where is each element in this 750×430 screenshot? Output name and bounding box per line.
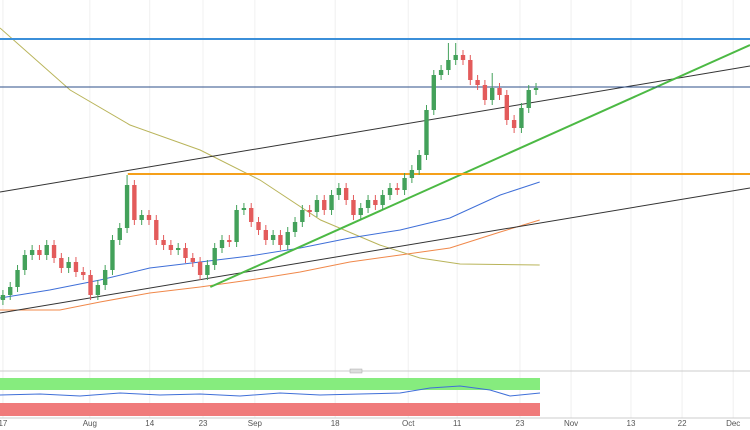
candle-body <box>468 60 473 80</box>
candle-body <box>380 195 385 205</box>
candle-body <box>416 155 422 170</box>
candle-body <box>365 200 371 208</box>
candle-body <box>190 258 195 262</box>
candle-body <box>453 55 458 60</box>
candle-body <box>29 250 35 255</box>
panel-handle[interactable] <box>349 368 363 374</box>
candle-body <box>0 295 6 300</box>
candle-body <box>175 248 181 250</box>
candle-body <box>336 188 342 195</box>
candle-body <box>358 208 363 215</box>
x-tick-label: Dec <box>726 419 740 428</box>
candle-body <box>249 208 254 222</box>
candle-body <box>322 200 327 210</box>
candle-body <box>511 120 517 128</box>
candle-body <box>139 215 144 220</box>
candle-body <box>438 70 444 75</box>
x-tick-label: Aug <box>83 419 97 428</box>
x-tick-label: 18 <box>331 419 340 428</box>
overlay-line <box>0 181 540 299</box>
overlay-line <box>209 44 750 288</box>
candle-body <box>490 88 495 100</box>
candle-body <box>263 230 269 240</box>
candle-body <box>482 85 488 100</box>
candle-body <box>51 245 57 258</box>
x-tick-label: 11 <box>453 419 462 428</box>
candle-body <box>59 258 64 268</box>
x-tick-label: 23 <box>516 419 525 428</box>
candle-body <box>526 90 531 108</box>
candle-body <box>197 262 203 275</box>
overlay-line <box>0 187 750 314</box>
x-tick-label: 22 <box>678 419 687 428</box>
indicator-line <box>0 385 541 397</box>
candle-body <box>234 210 239 242</box>
candle-body <box>395 188 400 190</box>
candle-body <box>533 88 539 90</box>
candle-body <box>146 215 152 220</box>
candle-body <box>402 178 407 190</box>
candle-body <box>431 75 436 110</box>
candle-body <box>168 245 174 250</box>
candle-body <box>219 240 225 248</box>
x-tick-label: Oct <box>402 419 415 428</box>
candle-body <box>81 272 86 275</box>
candle-body <box>278 235 283 245</box>
x-tick-label: 14 <box>145 419 154 428</box>
candle-body <box>270 235 276 240</box>
x-tick-label: 23 <box>199 419 208 428</box>
overlay-line <box>0 219 540 311</box>
candle-body <box>241 208 247 210</box>
candle-body <box>8 287 13 295</box>
grid <box>2 0 734 418</box>
plot-area <box>0 27 750 314</box>
candle-body <box>161 240 166 245</box>
candle-body <box>329 195 334 210</box>
candle-body <box>519 108 524 128</box>
candle-body <box>44 245 49 255</box>
candle-body <box>256 222 261 230</box>
candle-body <box>292 222 298 232</box>
candle-body <box>460 55 466 60</box>
candle-body <box>117 228 122 240</box>
candle-body <box>37 250 42 255</box>
candle-body <box>373 200 378 205</box>
candle-body <box>212 248 217 265</box>
candle-body <box>183 248 188 258</box>
candle-body <box>307 210 312 212</box>
overlay-line <box>0 27 540 266</box>
candle-body <box>343 188 349 200</box>
x-tick-label: Sep <box>248 419 263 428</box>
candle-body <box>300 210 305 222</box>
indicator-upper-zone <box>0 378 540 390</box>
x-tick-label: 17 <box>0 419 8 428</box>
candle-body <box>351 200 356 215</box>
candle-body <box>314 200 320 212</box>
candle-body <box>285 232 290 245</box>
x-tick-label: Nov <box>564 419 578 428</box>
indicator-lower-zone <box>0 403 540 416</box>
candle-body <box>475 80 480 85</box>
candle-body <box>88 275 93 295</box>
candle-body <box>132 185 137 220</box>
candle-body <box>409 170 415 178</box>
candle-body <box>446 60 451 70</box>
candle-body <box>387 188 393 195</box>
candle-body <box>110 240 115 270</box>
candle-body <box>154 220 159 240</box>
candle-body <box>73 262 79 272</box>
candle-body <box>102 270 108 285</box>
candle-body <box>22 255 28 270</box>
candle-body <box>227 240 232 242</box>
candle-body <box>15 270 20 287</box>
x-tick-label: 13 <box>627 419 636 428</box>
candle-body <box>124 185 130 228</box>
candle-body <box>205 265 210 275</box>
candle-body <box>95 285 101 295</box>
candle-body <box>504 95 510 120</box>
candle-body <box>497 88 502 95</box>
candle-body <box>424 110 429 155</box>
candle-body <box>66 262 71 268</box>
